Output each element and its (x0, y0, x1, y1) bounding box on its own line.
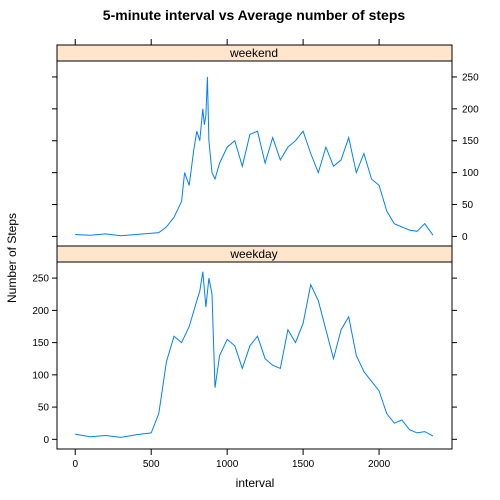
strip-label-weekend: weekend (229, 46, 278, 60)
y-tick-label: 0 (43, 435, 49, 446)
y-tick-label: 250 (462, 72, 479, 83)
y-tick-label: 150 (32, 338, 49, 349)
panel-weekday: weekday 0 50 100 150 200 250 (32, 245, 457, 450)
x-tick-label: 1000 (216, 459, 239, 470)
panel-frame-weekday (56, 261, 453, 450)
x-tick-label: 1500 (292, 459, 315, 470)
weekday-y-axis: 0 50 100 150 200 250 (32, 274, 457, 446)
x-axis-label: interval (236, 476, 275, 490)
strip-label-weekday: weekday (229, 247, 277, 261)
weekend-lines (75, 76, 434, 237)
y-tick-label: 50 (38, 403, 50, 414)
y-axis-label: Number of Steps (5, 213, 19, 303)
weekday-lines (75, 271, 434, 438)
panel-weekend: weekend 0 50 100 150 200 250 (52, 44, 479, 247)
y-tick-label: 100 (462, 168, 479, 179)
y-tick-label: 250 (32, 274, 49, 285)
x-tick-label: 2000 (368, 459, 391, 470)
y-tick-label: 50 (462, 200, 474, 211)
weekend-y-axis: 0 50 100 150 200 250 (52, 72, 479, 243)
y-tick-label: 200 (462, 104, 479, 115)
y-tick-label: 0 (462, 232, 468, 243)
y-tick-label: 200 (32, 306, 49, 317)
panel-frame-weekend (56, 60, 453, 247)
x-tick-label: 500 (143, 459, 160, 470)
chart-title: 5-minute interval vs Average number of s… (103, 7, 406, 23)
series-line-weekday (75, 271, 434, 438)
series-line-weekend (75, 76, 434, 237)
y-tick-label: 150 (462, 136, 479, 147)
x-tick-label: 0 (72, 459, 78, 470)
y-tick-label: 100 (32, 370, 49, 381)
x-axis: 0 500 1000 1500 2000 (72, 39, 391, 470)
